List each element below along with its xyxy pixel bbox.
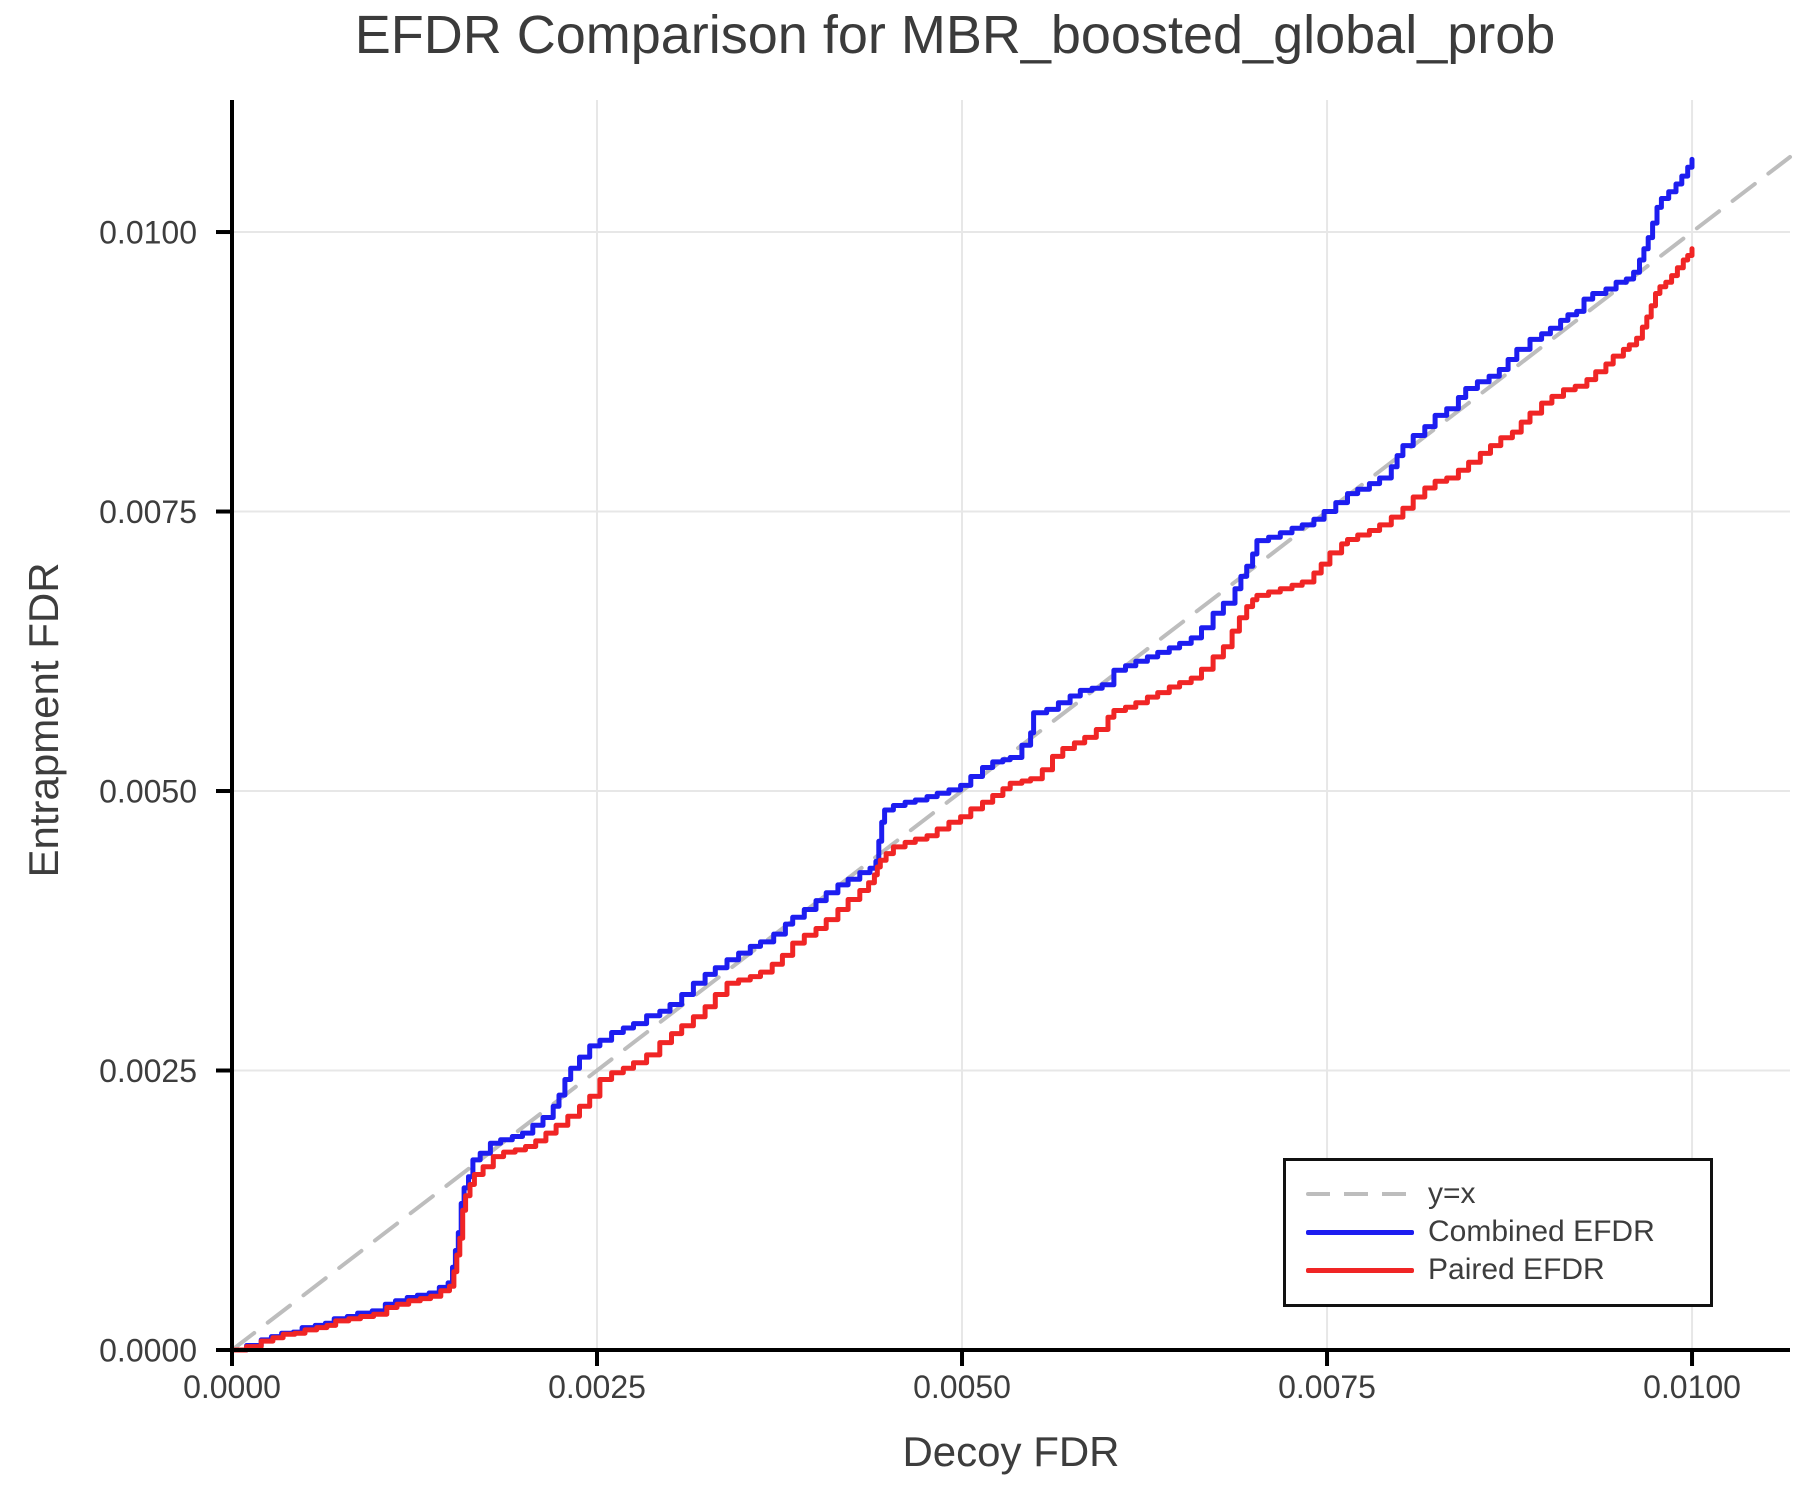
x-tick-label: 0.0050: [913, 1369, 1011, 1405]
x-tick-label: 0.0075: [1278, 1369, 1376, 1405]
y-tick-label: 0.0000: [99, 1333, 197, 1369]
x-tick-label: 0.0100: [1643, 1369, 1741, 1405]
legend-item-paired: Paired EFDR: [1306, 1251, 1710, 1289]
legend-item-identity: y=x: [1306, 1175, 1710, 1213]
y-tick-label: 0.0075: [99, 494, 197, 530]
legend: y=x Combined EFDR Paired EFDR: [1283, 1158, 1713, 1307]
y-axis-label: Entrapment FDR: [20, 562, 67, 878]
chart-title: EFDR Comparison for MBR_boosted_global_p…: [354, 5, 1556, 65]
y-tick-label: 0.0100: [99, 215, 197, 251]
legend-item-combined: Combined EFDR: [1306, 1213, 1710, 1251]
x-tick-label: 0.0025: [548, 1369, 646, 1405]
legend-label: y=x: [1428, 1177, 1476, 1210]
legend-label: Paired EFDR: [1428, 1253, 1605, 1286]
y-tick-label: 0.0025: [99, 1053, 197, 1089]
identity-line-swatch: [1306, 1192, 1414, 1196]
x-axis-label: Decoy FDR: [902, 1428, 1120, 1475]
series-line-paired-efdr: [229, 246, 1695, 1353]
legend-label: Combined EFDR: [1428, 1215, 1655, 1248]
combined-line-swatch: [1306, 1229, 1414, 1235]
x-tick-label: 0.0000: [183, 1369, 281, 1405]
y-tick-label: 0.0050: [99, 774, 197, 810]
paired-line-swatch: [1306, 1267, 1414, 1273]
